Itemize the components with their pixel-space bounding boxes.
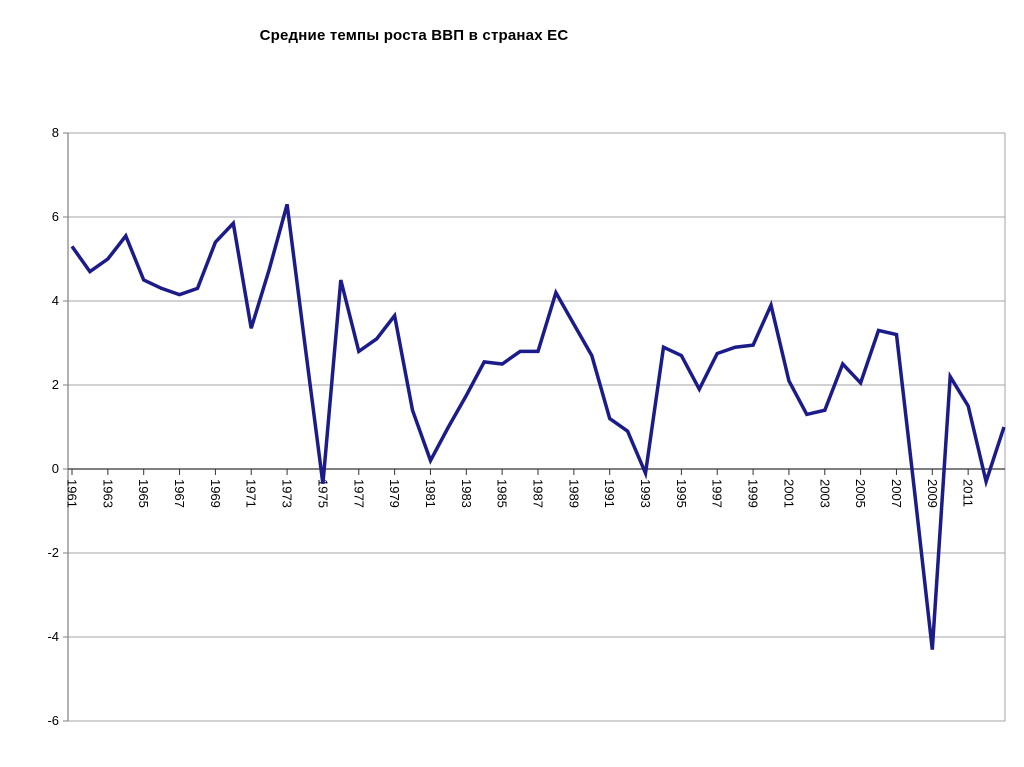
- y-tick-label: -4: [47, 629, 59, 644]
- y-tick-label: 0: [52, 461, 59, 476]
- x-tick-label: 1979: [387, 479, 402, 508]
- x-tick-label: 1969: [208, 479, 223, 508]
- x-tick-label: 1993: [638, 479, 653, 508]
- x-tick-label: 2003: [817, 479, 832, 508]
- y-tick-label: -2: [47, 545, 59, 560]
- y-tick-label: 6: [52, 209, 59, 224]
- x-tick-label: 2009: [925, 479, 940, 508]
- x-tick-label: 1963: [100, 479, 115, 508]
- x-tick-label: 1985: [495, 479, 510, 508]
- x-tick-label: 1977: [351, 479, 366, 508]
- y-tick-label: -6: [47, 713, 59, 728]
- x-tick-label: 2005: [853, 479, 868, 508]
- x-tick-label: 2001: [781, 479, 796, 508]
- gdp-growth-line: [70, 203, 1006, 650]
- x-tick-label: 1971: [244, 479, 259, 508]
- x-tick-label: 1981: [423, 479, 438, 508]
- x-tick-label: 2011: [961, 479, 976, 507]
- y-tick-label: 4: [52, 293, 59, 308]
- x-tick-label: 1991: [602, 479, 617, 508]
- chart-title: Средние темпы роста ВВП в странах ЕС: [259, 27, 569, 44]
- x-tick-label: 1983: [459, 479, 474, 508]
- x-tick-label: 1965: [136, 479, 151, 508]
- y-tick-label: 2: [52, 377, 59, 392]
- x-tick-label: 1995: [674, 479, 689, 508]
- x-tick-label: 1989: [566, 479, 581, 508]
- x-tick-label: 1997: [710, 479, 725, 508]
- x-tick-label: 1987: [531, 479, 546, 508]
- x-tick-label: 1999: [746, 479, 761, 508]
- x-tick-label: 1973: [280, 479, 295, 508]
- x-tick-label: 2007: [889, 479, 904, 508]
- x-tick-label: 1975: [315, 479, 330, 508]
- y-tick-label: 8: [52, 125, 59, 140]
- x-tick-label: 1967: [172, 479, 187, 508]
- x-tick-label: 1961: [65, 479, 80, 508]
